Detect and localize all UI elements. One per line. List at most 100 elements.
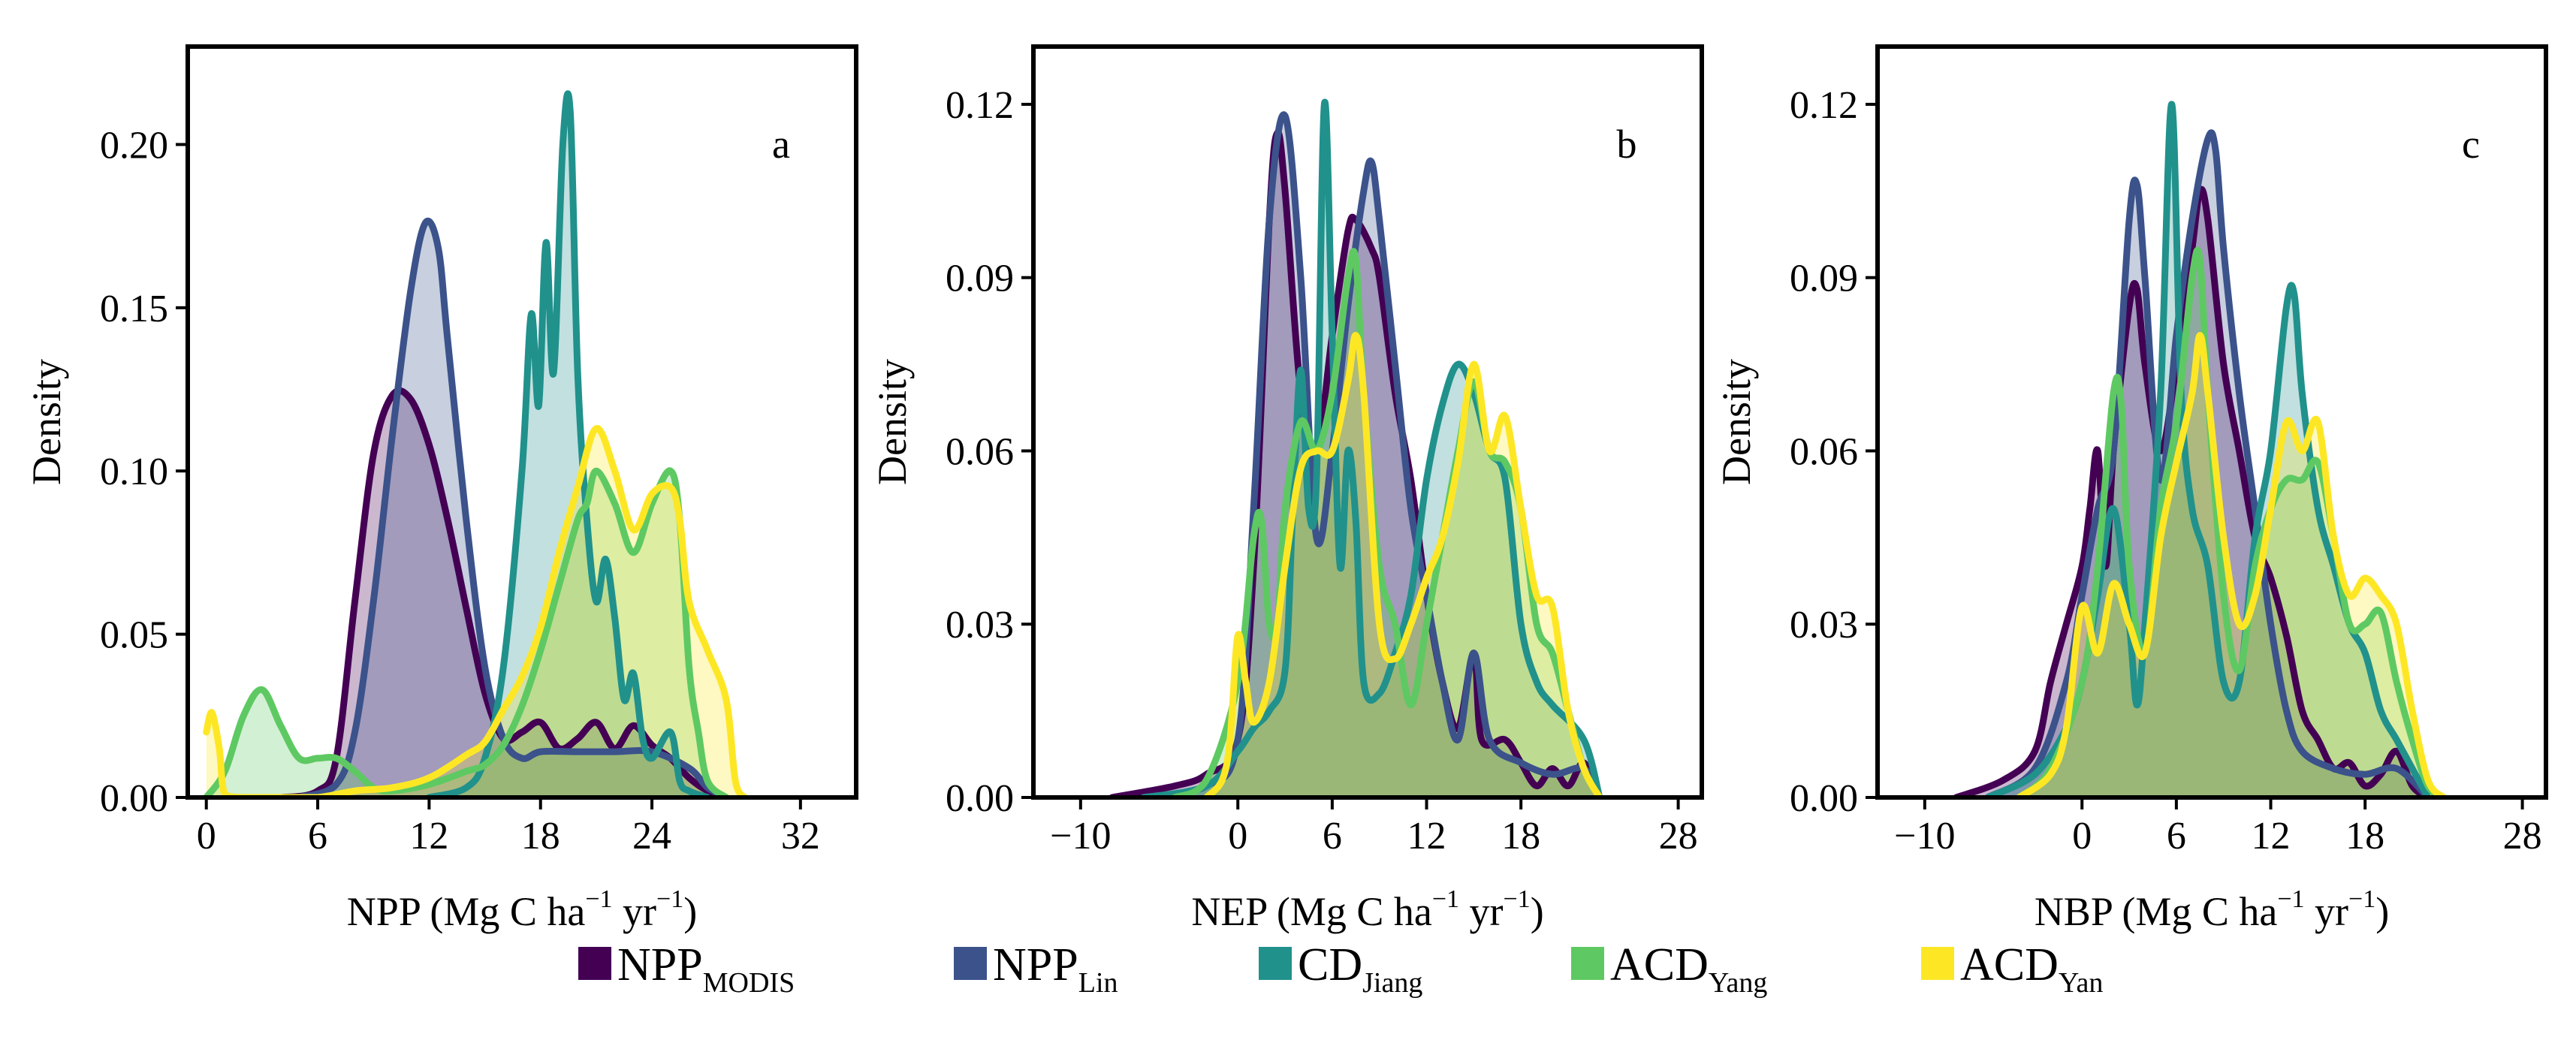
x-axis-label-superscript: −1 <box>585 885 612 913</box>
legend-label-main: ACD <box>1960 939 2059 990</box>
legend-item-npp-modis: NPPMODIS <box>578 939 795 999</box>
x-tick-label: 6 <box>308 815 327 858</box>
x-axis-label-superscript: −1 <box>656 885 683 913</box>
x-axis-label-text: ) <box>683 889 697 934</box>
legend-swatch <box>1921 947 1954 980</box>
density-line-acd-yan <box>203 425 749 797</box>
panel-label: b <box>1617 122 1637 167</box>
x-tick-label: 12 <box>1407 815 1446 858</box>
y-tick-label: 0.03 <box>946 604 1014 647</box>
density-fill-cd-jiang <box>1987 104 2428 797</box>
x-axis-label-text: yr <box>2305 889 2349 934</box>
legend-label-subscript: Lin <box>1078 967 1118 999</box>
legend-label: ACDYan <box>1960 939 2103 999</box>
density-fill-acd-yan <box>1206 335 1600 797</box>
x-axis-label: NEP (Mg C ha−1 yr−1) <box>1191 885 1543 934</box>
x-axis-label-superscript: −1 <box>2277 885 2304 913</box>
x-tick-label: 32 <box>781 815 820 858</box>
legend-swatch <box>954 947 987 980</box>
x-tick-label: 24 <box>632 815 671 858</box>
x-tick-label: 6 <box>1323 815 1342 858</box>
legend-label-main: NPP <box>617 939 703 990</box>
y-tick-label: 0.05 <box>100 614 168 657</box>
legend-label-subscript: Yan <box>2059 967 2104 999</box>
density-fill-acd-yang <box>2019 250 2444 797</box>
axes-frame <box>186 44 858 800</box>
x-tick-label: 0 <box>1228 815 1247 858</box>
legend-item-npp-lin: NPPLin <box>954 939 1118 999</box>
legend-swatch <box>1571 947 1604 980</box>
panel-label: c <box>2462 122 2480 167</box>
y-tick-label: 0.06 <box>946 430 1014 473</box>
density-line-cd-jiang <box>425 90 711 797</box>
x-axis-label: NPP (Mg C ha−1 yr−1) <box>347 885 697 934</box>
y-tick-label: 0.03 <box>1790 604 1858 647</box>
legend-label-subscript: MODIS <box>703 967 795 999</box>
x-tick-label: 28 <box>1659 815 1698 858</box>
y-tick-label: 0.20 <box>100 124 168 167</box>
legend-label: NPPLin <box>993 939 1118 999</box>
plot-area <box>1109 98 1603 797</box>
y-axis-label: Density <box>1714 359 1759 485</box>
density-line-acd-yan <box>2016 332 2448 797</box>
plot-area <box>1953 101 2448 797</box>
density-fill-npp-lin <box>299 221 726 797</box>
legend-label-main: ACD <box>1610 939 1709 990</box>
legend-item-acd-yang: ACDYang <box>1571 939 1767 999</box>
y-tick-label: 0.12 <box>1790 84 1858 127</box>
x-axis-label-text: yr <box>1459 889 1504 934</box>
x-tick-label: −10 <box>1894 815 1955 858</box>
x-axis-label-text: ) <box>2375 889 2389 934</box>
x-tick-label: −10 <box>1050 815 1111 858</box>
legend: NPPMODIS NPPLin CDJiang ACDYang ACDYan <box>578 939 2103 999</box>
legend-label: ACDYang <box>1610 939 1767 999</box>
panel-label: a <box>772 122 790 167</box>
legend-label-main: CD <box>1298 939 1362 990</box>
x-tick-label: 18 <box>521 815 560 858</box>
x-axis-label-text: yr <box>613 889 657 934</box>
y-tick-label: 0.09 <box>946 258 1014 300</box>
x-tick-label: 18 <box>2345 815 2384 858</box>
x-axis-label-text: NPP (Mg C ha <box>347 889 586 934</box>
legend-item-cd-jiang: CDJiang <box>1259 939 1422 999</box>
x-axis-label-superscript: −1 <box>2348 885 2375 913</box>
density-line-npp-lin <box>1140 111 1603 797</box>
x-axis-label-text: NBP (Mg C ha <box>2035 889 2278 934</box>
legend-swatch <box>1259 947 1292 980</box>
legend-swatch <box>578 947 611 980</box>
y-tick-label: 0.12 <box>946 84 1014 127</box>
y-tick-label: 0.06 <box>1790 430 1858 473</box>
y-tick-label: 0.00 <box>100 777 168 820</box>
x-tick-label: 28 <box>2503 815 2542 858</box>
x-tick-label: 6 <box>2167 815 2186 858</box>
x-axis-label-text: ) <box>1531 889 1544 934</box>
legend-label: NPPMODIS <box>617 939 795 999</box>
density-line-cd-jiang <box>1984 101 2432 797</box>
legend-label-subscript: Jiang <box>1362 967 1422 999</box>
y-tick-label: 0.10 <box>100 451 168 493</box>
legend-item-acd-yan: ACDYan <box>1921 939 2103 999</box>
y-axis-label: Density <box>24 359 69 485</box>
density-fill-acd-yang <box>206 470 726 797</box>
x-tick-label: 12 <box>2252 815 2291 858</box>
legend-label: CDJiang <box>1298 939 1422 999</box>
x-tick-label: 0 <box>197 815 216 858</box>
x-tick-label: 0 <box>2072 815 2092 858</box>
panel-b: −10 0 6 12 18 28 0.00 0.03 0.06 0.09 0.12 b Density N… <box>870 44 1704 934</box>
panel-a: 0 6 12 18 24 32 0.00 0.05 0.10 0.15 0.20 a Density NP… <box>24 44 858 934</box>
density-fill-cd-jiang <box>429 93 708 797</box>
density-fill-acd-yan <box>2019 335 2444 797</box>
x-axis-label-text: NEP (Mg C ha <box>1191 889 1432 934</box>
y-tick-label: 0.09 <box>1790 258 1858 300</box>
density-line-npp-lin <box>295 218 730 797</box>
density-fill-acd-yang <box>1175 251 1600 797</box>
axes-frame <box>1031 44 1704 800</box>
axes-frame <box>1875 44 2548 800</box>
y-tick-label: 0.00 <box>946 777 1014 820</box>
y-axis-label: Density <box>870 359 915 485</box>
density-line-acd-yan <box>1202 332 1603 797</box>
legend-label-subscript: Yang <box>1709 967 1768 999</box>
legend-label-main: NPP <box>993 939 1078 990</box>
x-axis-label-superscript: −1 <box>1432 885 1459 913</box>
